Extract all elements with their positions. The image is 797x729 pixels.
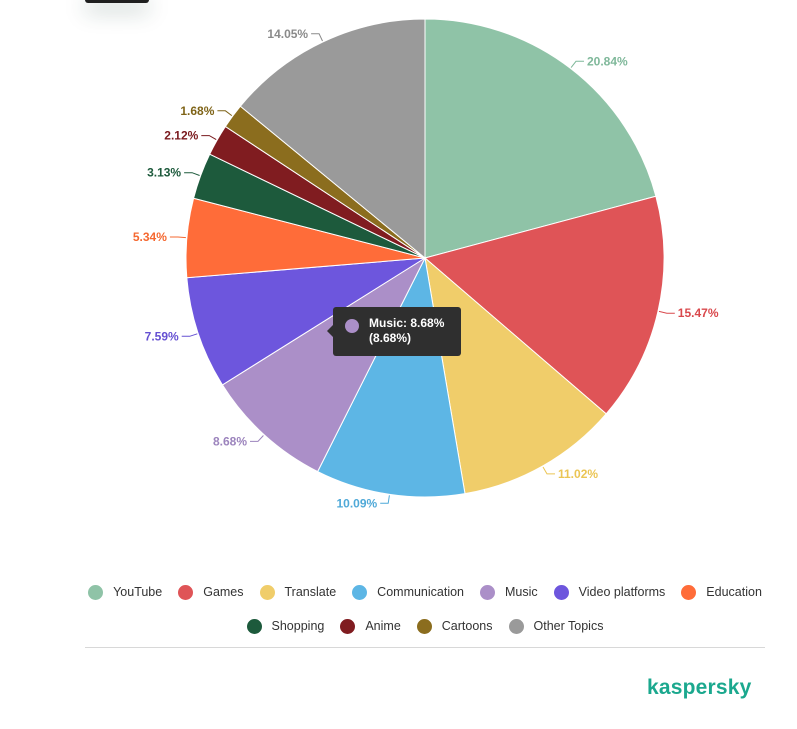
top-tab <box>85 0 149 3</box>
legend-swatch <box>480 584 496 600</box>
legend-item-music[interactable]: Music <box>480 584 538 600</box>
legend-swatch <box>259 584 275 600</box>
legend-swatch <box>88 584 104 600</box>
kaspersky-logo: kaspersky <box>647 676 752 699</box>
label-anime: 2.12% <box>164 129 198 143</box>
legend-label: YouTube <box>113 585 163 599</box>
slice-other-topics[interactable] <box>239 18 426 260</box>
legend-item-anime[interactable]: Anime <box>340 618 401 634</box>
label-communication: 10.09% <box>336 496 377 510</box>
legend-item-communication[interactable]: Communication <box>352 584 465 600</box>
legend-label: Music <box>505 585 538 599</box>
legend-label: Education <box>706 585 762 599</box>
leader-anime <box>201 135 217 141</box>
slice-video-platforms[interactable] <box>186 257 426 386</box>
legend-item-translate[interactable]: Translate <box>259 584 337 600</box>
leader-communication <box>380 495 390 504</box>
leader-music <box>250 435 264 442</box>
leader-video-platforms <box>181 333 198 337</box>
leader-shopping <box>184 172 200 176</box>
pie-slices <box>185 18 665 498</box>
legend-swatch <box>416 618 432 634</box>
tooltip-line-1: Music: 8.68% <box>369 316 445 330</box>
legend-swatch <box>553 584 569 600</box>
legend-label: Other Topics <box>533 619 604 633</box>
leader-other-topics <box>311 33 323 42</box>
legend-row-1: YouTube Games Translate Communication Music V… <box>85 582 765 602</box>
legend-label: Shopping <box>271 619 325 633</box>
label-other-topics: 14.05% <box>267 27 308 41</box>
legend-swatch <box>352 584 368 600</box>
chart-tooltip: Music: 8.68% (8.68%) <box>327 307 461 356</box>
leader-youtube <box>570 60 584 68</box>
slice-labels: 20.84% 15.47% 11.02% 10.09% 8.68% 7.59% 5.34% 3… <box>133 27 719 510</box>
legend-row-2: Shopping Anime Cartoons Other Topics <box>85 616 765 636</box>
legend-item-youtube[interactable]: YouTube <box>88 584 163 600</box>
leader-games <box>658 310 675 314</box>
leader-lines <box>169 33 675 504</box>
label-shopping: 3.13% <box>147 166 181 180</box>
slice-games[interactable] <box>423 195 665 415</box>
label-video-platforms: 7.59% <box>145 329 179 343</box>
leader-translate <box>542 466 555 475</box>
tooltip-line-2: (8.68%) <box>369 331 412 345</box>
legend-label: Video platforms <box>578 585 666 599</box>
legend-item-video-platforms[interactable]: Video platforms <box>553 584 666 600</box>
legend-item-games[interactable]: Games <box>178 584 244 600</box>
tooltip-color-dot <box>345 319 359 333</box>
legend-item-education[interactable]: Education <box>681 584 762 600</box>
leader-cartoons <box>217 110 233 116</box>
legend-label: Anime <box>365 619 401 633</box>
label-music: 8.68% <box>213 434 247 448</box>
legend-item-shopping[interactable]: Shopping <box>246 618 325 634</box>
label-games: 15.47% <box>678 306 719 320</box>
legend-swatch <box>340 618 356 634</box>
label-cartoons: 1.68% <box>180 104 214 118</box>
legend-swatch <box>508 618 524 634</box>
label-youtube: 20.84% <box>587 54 628 68</box>
label-translate: 11.02% <box>558 467 598 481</box>
legend-label: Cartoons <box>441 619 493 633</box>
pie-chart: 20.84% 15.47% 11.02% 10.09% 8.68% 7.59% 5.34% 3… <box>133 18 719 510</box>
label-education: 5.34% <box>133 230 167 244</box>
legend-swatch <box>681 584 697 600</box>
legend-label: Communication <box>377 585 465 599</box>
chart-legend: YouTube Games Translate Communication Music V… <box>85 582 765 650</box>
legend-label: Translate <box>284 585 337 599</box>
divider <box>85 647 765 648</box>
legend-swatch <box>246 618 262 634</box>
legend-swatch <box>178 584 194 600</box>
legend-item-cartoons[interactable]: Cartoons <box>416 618 493 634</box>
slice-youtube[interactable] <box>424 18 657 259</box>
slice-translate[interactable] <box>424 256 607 495</box>
legend-item-other-topics[interactable]: Other Topics <box>508 618 604 634</box>
leader-education <box>169 236 186 239</box>
legend-label: Games <box>203 585 244 599</box>
